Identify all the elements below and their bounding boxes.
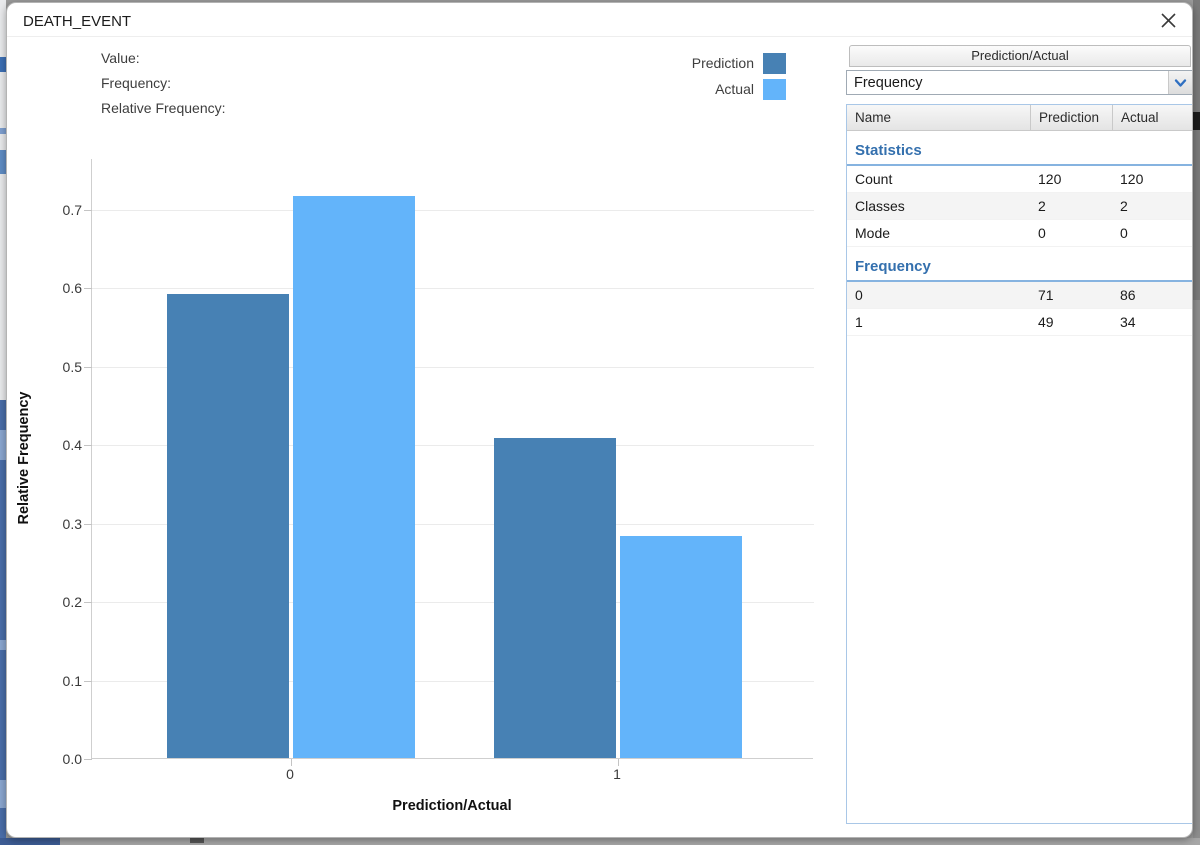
section-rule <box>847 280 1192 282</box>
gridline <box>92 366 814 368</box>
bar-prediction-1[interactable] <box>494 437 616 758</box>
readout-relative-frequency-label: Relative Frequency: <box>101 100 226 116</box>
title-separator <box>7 36 1192 37</box>
table-cell: 0 <box>1120 225 1128 241</box>
statistics-table: Name Prediction Actual Statistics Count 12… <box>846 104 1192 824</box>
section-rule <box>847 164 1192 166</box>
background-app-sliver-bottom <box>0 838 1200 845</box>
y-tick-mark <box>84 759 92 760</box>
x-tick-label: 1 <box>613 766 621 782</box>
legend-swatch <box>763 52 786 74</box>
legend-item-prediction: Prediction <box>692 52 786 74</box>
y-tick-mark <box>84 288 92 290</box>
x-tick-label: 0 <box>286 766 294 782</box>
readout-value-label: Value: <box>101 50 140 66</box>
table-body: Statistics Count 120 120 Classes 2 2 Mode 0 0 Freq… <box>847 131 1192 336</box>
table-row: 0 71 86 <box>847 282 1192 309</box>
table-cell: 120 <box>1120 171 1144 187</box>
y-tick-label: 0.2 <box>62 594 82 611</box>
dropdown-value: Frequency <box>854 74 923 91</box>
table-cell: 0 <box>855 287 863 303</box>
table-cell: Classes <box>855 198 905 214</box>
y-tick-label: 0.4 <box>62 437 82 454</box>
legend-swatch <box>763 78 786 100</box>
table-cell: 86 <box>1120 287 1136 303</box>
section-title-statistics: Statistics <box>855 142 922 159</box>
column-header-prediction[interactable]: Prediction <box>1030 105 1112 130</box>
chevron-down-icon[interactable] <box>1168 71 1192 94</box>
x-tick-mark <box>291 759 292 766</box>
death-event-dialog: DEATH_EVENT Value: Frequency: Relative F… <box>6 2 1193 838</box>
table-cell: 120 <box>1038 171 1062 187</box>
tooltip-readout: Value: Frequency: Relative Frequency: <box>101 50 226 125</box>
bar-actual-1[interactable] <box>620 535 742 758</box>
y-tick-label: 0.7 <box>62 201 82 218</box>
table-cell: 34 <box>1120 314 1136 330</box>
legend-item-actual: Actual <box>692 78 786 100</box>
table-cell: 2 <box>1120 198 1128 214</box>
table-row: Classes 2 2 <box>847 193 1192 220</box>
x-tick-mark <box>618 759 619 766</box>
y-axis-labels: 0.0 0.1 0.2 0.3 0.4 0.5 0.6 0.7 <box>7 159 82 769</box>
chart-legend: Prediction Actual <box>692 52 786 104</box>
y-tick-mark <box>84 680 92 682</box>
dialog-title: DEATH_EVENT <box>23 13 132 30</box>
column-header-name[interactable]: Name <box>855 110 892 125</box>
table-cell: 1 <box>855 314 863 330</box>
table-row: Mode 0 0 <box>847 220 1192 247</box>
y-tick-mark <box>84 523 92 525</box>
table-header-row: Name Prediction Actual <box>847 105 1192 131</box>
gridline <box>92 680 814 682</box>
y-tick-mark <box>84 445 92 447</box>
gridline <box>92 209 814 211</box>
frequency-dropdown[interactable]: Frequency <box>846 70 1192 95</box>
table-row: Count 120 120 <box>847 166 1192 193</box>
gridline <box>92 602 814 604</box>
gridline <box>92 445 814 447</box>
y-tick-label: 0.3 <box>62 515 82 532</box>
y-tick-mark <box>84 366 92 368</box>
background-app-sliver-right <box>1193 0 1200 845</box>
table-cell: Count <box>855 171 893 187</box>
gridline <box>92 288 814 290</box>
table-cell: 71 <box>1038 287 1054 303</box>
y-tick-mark <box>84 209 92 211</box>
table-cell: 49 <box>1038 314 1054 330</box>
x-axis-title: Prediction/Actual <box>392 798 512 814</box>
close-icon <box>1160 12 1177 34</box>
readout-frequency-label: Frequency: <box>101 75 172 91</box>
bar-prediction-0[interactable] <box>167 293 289 758</box>
table-cell: 0 <box>1038 225 1046 241</box>
y-tick-mark <box>84 602 92 604</box>
y-tick-label: 0.0 <box>62 751 82 767</box>
gridline <box>92 523 814 525</box>
column-header-actual[interactable]: Actual <box>1112 105 1192 130</box>
close-button[interactable] <box>1154 9 1182 37</box>
legend-label: Prediction <box>691 55 754 71</box>
background-app-sliver-left <box>0 0 6 845</box>
table-row: 1 49 34 <box>847 309 1192 336</box>
bar-actual-0[interactable] <box>293 195 415 758</box>
panel-header: Prediction/Actual <box>849 45 1191 67</box>
y-tick-label: 0.6 <box>62 280 82 297</box>
plot-area <box>84 159 814 766</box>
y-axis-title: Relative Frequency <box>16 391 32 525</box>
y-tick-label: 0.5 <box>62 358 82 375</box>
y-tick-label: 0.1 <box>62 672 82 689</box>
section-title-frequency: Frequency <box>855 258 931 275</box>
table-cell: Mode <box>855 225 891 241</box>
table-cell: 2 <box>1038 198 1046 214</box>
legend-label: Actual <box>715 81 754 97</box>
